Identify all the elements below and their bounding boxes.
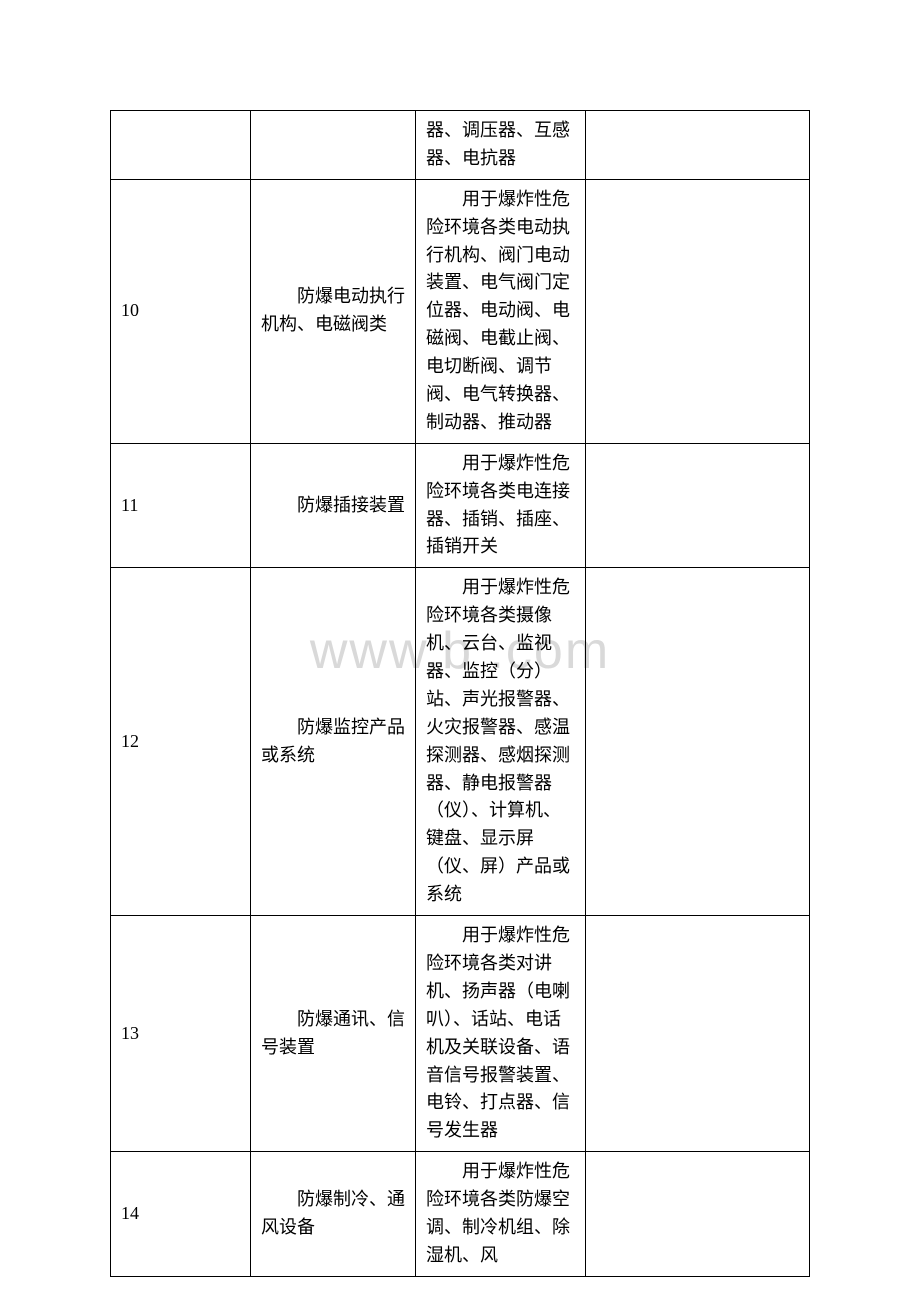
cell-num [111, 111, 251, 180]
table-row: 10 防爆电动执行机构、电磁阀类 用于爆炸性危险环境各类电动执行机构、阀门电动装… [111, 179, 810, 443]
table-body: 器、调压器、互感器、电抗器 10 防爆电动执行机构、电磁阀类 用于爆炸性危险环境… [111, 111, 810, 1277]
cell-remark [586, 916, 810, 1152]
cell-num: 12 [111, 568, 251, 916]
cell-description: 用于爆炸性危险环境各类对讲机、扬声器（电喇叭）、话站、电话机及关联设备、语音信号… [416, 916, 586, 1152]
cell-num: 13 [111, 916, 251, 1152]
table-row: 14 防爆制冷、通风设备 用于爆炸性危险环境各类防爆空调、制冷机组、除湿机、风 [111, 1152, 810, 1277]
cell-remark [586, 443, 810, 568]
table-row: 13 防爆通讯、信号装置 用于爆炸性危险环境各类对讲机、扬声器（电喇叭）、话站、… [111, 916, 810, 1152]
cell-num: 10 [111, 179, 251, 443]
table-row: 器、调压器、互感器、电抗器 [111, 111, 810, 180]
cell-remark [586, 179, 810, 443]
equipment-table: 器、调压器、互感器、电抗器 10 防爆电动执行机构、电磁阀类 用于爆炸性危险环境… [110, 110, 810, 1277]
cell-remark [586, 1152, 810, 1277]
cell-category: 防爆电动执行机构、电磁阀类 [251, 179, 416, 443]
page-content: 器、调压器、互感器、电抗器 10 防爆电动执行机构、电磁阀类 用于爆炸性危险环境… [110, 110, 810, 1277]
cell-num: 14 [111, 1152, 251, 1277]
cell-description: 用于爆炸性危险环境各类电连接器、插销、插座、插销开关 [416, 443, 586, 568]
cell-category: 防爆通讯、信号装置 [251, 916, 416, 1152]
cell-description: 器、调压器、互感器、电抗器 [416, 111, 586, 180]
cell-remark [586, 111, 810, 180]
cell-description: 用于爆炸性危险环境各类防爆空调、制冷机组、除湿机、风 [416, 1152, 586, 1277]
cell-description: 用于爆炸性危险环境各类电动执行机构、阀门电动装置、电气阀门定位器、电动阀、电磁阀… [416, 179, 586, 443]
table-row: 12 防爆监控产品或系统 用于爆炸性危险环境各类摄像机、云台、监视器、监控（分）… [111, 568, 810, 916]
cell-remark [586, 568, 810, 916]
cell-category: 防爆插接装置 [251, 443, 416, 568]
table-row: 11 防爆插接装置 用于爆炸性危险环境各类电连接器、插销、插座、插销开关 [111, 443, 810, 568]
cell-description: 用于爆炸性危险环境各类摄像机、云台、监视器、监控（分）站、声光报警器、火灾报警器… [416, 568, 586, 916]
cell-category: 防爆制冷、通风设备 [251, 1152, 416, 1277]
cell-num: 11 [111, 443, 251, 568]
cell-category [251, 111, 416, 180]
cell-category: 防爆监控产品或系统 [251, 568, 416, 916]
